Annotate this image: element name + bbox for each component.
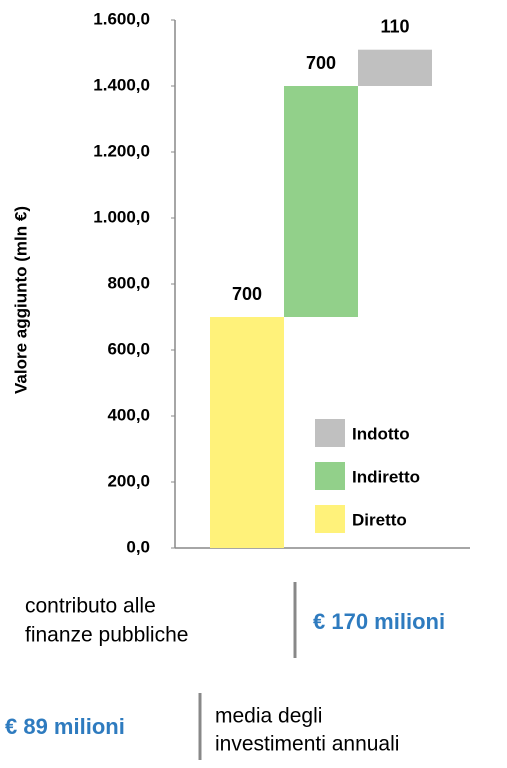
legend-swatch bbox=[315, 462, 345, 490]
note-text: media degli bbox=[215, 705, 322, 728]
y-tick-label: 600,0 bbox=[107, 339, 150, 358]
y-axis-label: Valore aggiunto (mln €) bbox=[11, 206, 30, 394]
legend-label: Indiretto bbox=[352, 467, 420, 486]
y-tick-label: 1.200,0 bbox=[93, 141, 150, 160]
y-tick-label: 200,0 bbox=[107, 471, 150, 490]
note-text: contributo alle bbox=[25, 595, 156, 618]
bar bbox=[210, 317, 284, 548]
legend-label: Indotto bbox=[352, 424, 410, 443]
bar bbox=[358, 49, 432, 86]
y-tick-label: 800,0 bbox=[107, 273, 150, 292]
data-label: 110 bbox=[380, 16, 409, 36]
legend-swatch bbox=[315, 505, 345, 533]
note-amount: € 170 milioni bbox=[313, 609, 445, 634]
note-text: finanze pubbliche bbox=[25, 624, 188, 647]
y-tick-label: 400,0 bbox=[107, 405, 150, 424]
y-tick-label: 1.400,0 bbox=[93, 75, 150, 94]
y-tick-label: 1.600,0 bbox=[93, 9, 150, 28]
legend-swatch bbox=[315, 419, 345, 447]
note-amount: € 89 milioni bbox=[5, 714, 125, 739]
note-text: investimenti annuali bbox=[215, 733, 399, 756]
y-tick-label: 1.000,0 bbox=[93, 207, 150, 226]
bar bbox=[284, 86, 358, 317]
y-tick-label: 0,0 bbox=[126, 537, 150, 556]
legend-label: Diretto bbox=[352, 510, 407, 529]
data-label: 700 bbox=[232, 284, 262, 304]
data-label: 700 bbox=[306, 53, 336, 73]
